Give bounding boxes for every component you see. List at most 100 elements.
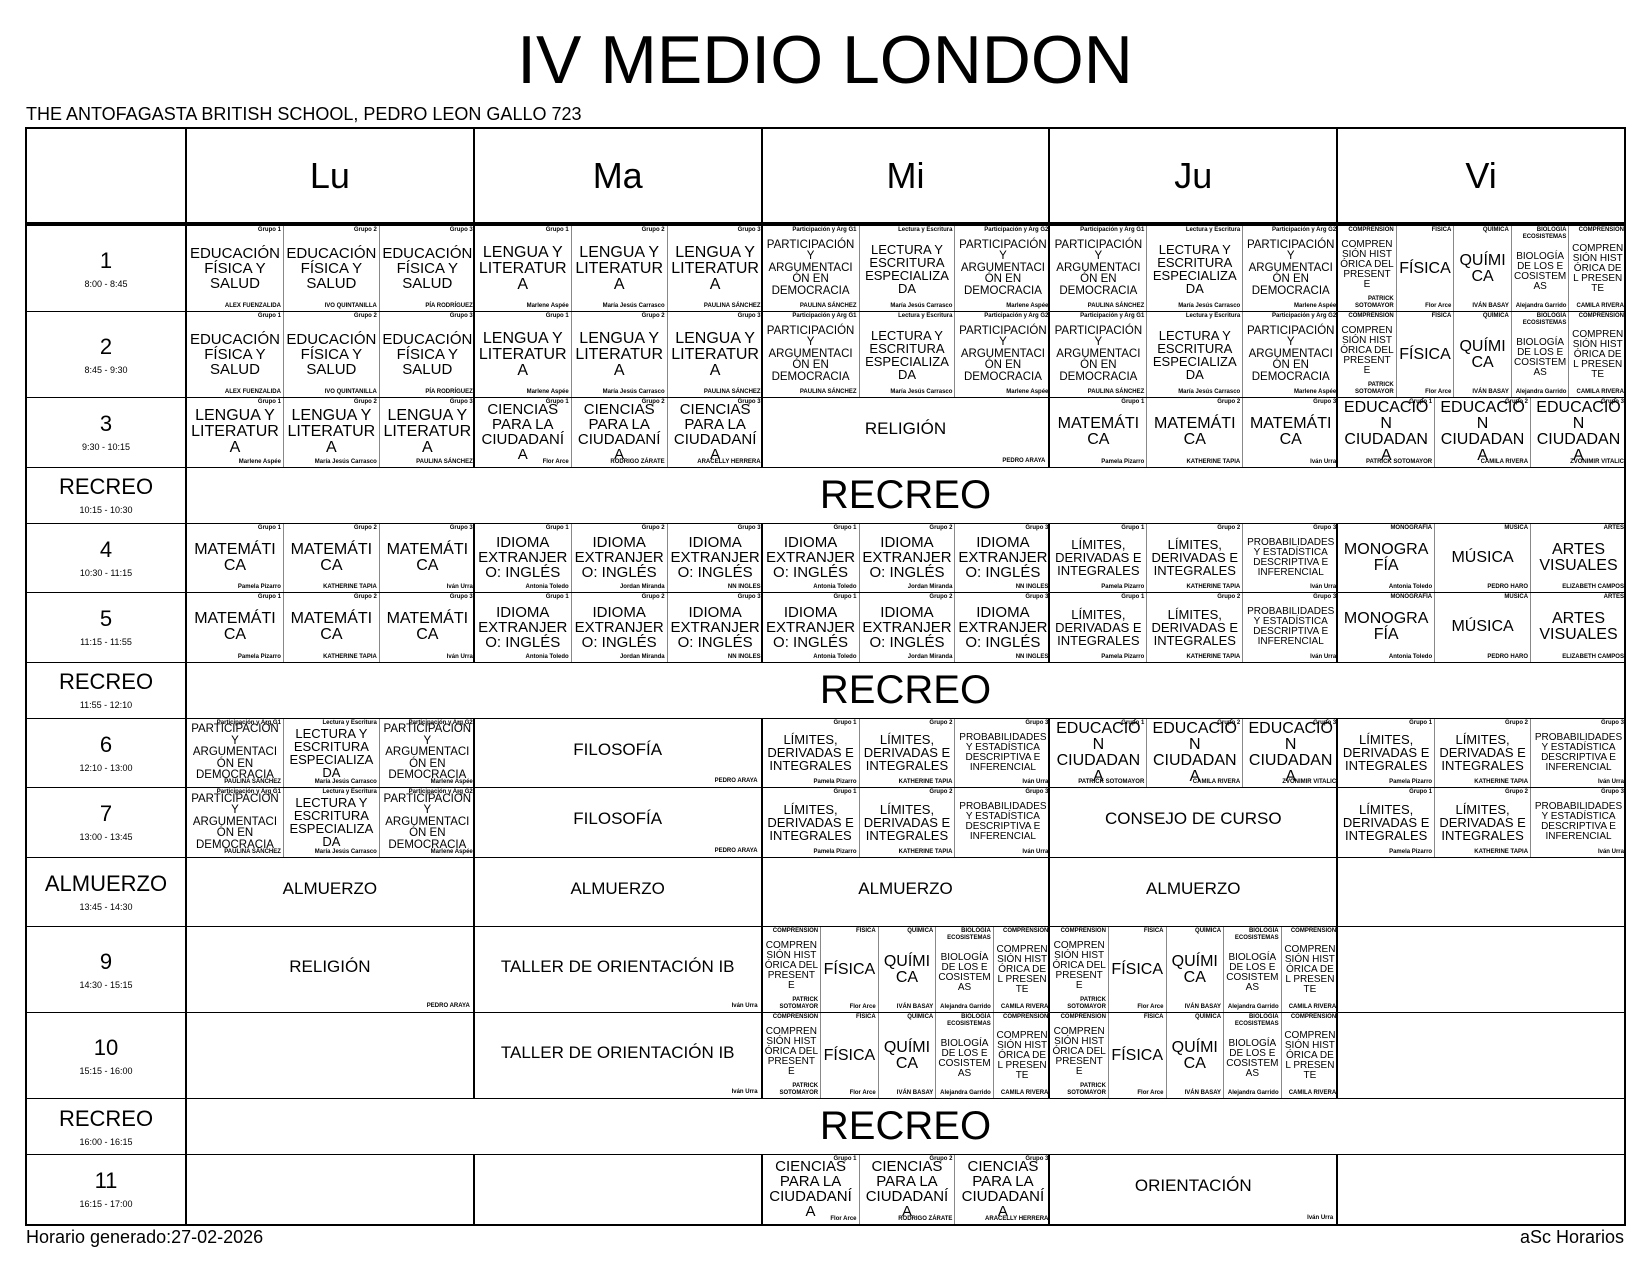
group-lesson[interactable]: Grupo 2 EDUCACIÓN CIUDADANA CAMILA RIVERA: [1146, 718, 1242, 787]
lesson-cell[interactable]: COMPRENSIÓN COMPRENSIÓN HISTÓRICA DEL PRE…: [1336, 225, 1624, 311]
group-lesson[interactable]: BIOLOGÍA ECOSISTEMAS BIOLOGÍA DE LOS ECOS…: [1510, 226, 1569, 311]
lesson-cell[interactable]: COMPRENSIÓN COMPRENSIÓN HISTÓRICA DEL PRE…: [1048, 926, 1337, 1012]
group-lesson[interactable]: FÍSICA FÍSICA Flor Arce: [820, 1013, 878, 1098]
group-lesson[interactable]: Grupo 1 EDUCACIÓN FÍSICA Y SALUD ALEX FUEN…: [187, 312, 283, 397]
group-lesson[interactable]: ARTES ARTES VISUALES ELIZABETH CAMPOS: [1530, 523, 1624, 592]
lesson-cell[interactable]: Participación y Arg G1 PARTICIPACIÓN Y AR…: [185, 717, 473, 788]
group-lesson[interactable]: BIOLOGÍA ECOSISTEMAS BIOLOGÍA DE LOS ECOS…: [1223, 927, 1281, 1012]
lesson-cell[interactable]: Grupo 1 LÍMITES, DERIVADAS E INTEGRALES Pa…: [760, 717, 1049, 788]
lesson-cell[interactable]: Grupo 1 LENGUA Y LITERATURA Marlene Aspée G…: [472, 311, 761, 397]
group-lesson[interactable]: Lectura y Escritura LECTURA Y ESCRITURA E…: [282, 788, 379, 857]
lesson-cell[interactable]: Grupo 1 MATEMÁTICA Pamela Pizarro Grupo 2 MA…: [1048, 397, 1337, 467]
lesson-cell[interactable]: Grupo 1 MATEMÁTICA Pamela Pizarro Grupo 2 MA…: [185, 592, 473, 662]
group-lesson[interactable]: COMPRENSIÓN COMPRENSIÓN HISTÓRICA DEL PRE…: [1568, 312, 1624, 397]
group-lesson[interactable]: Grupo 2 LENGUA Y LITERATURA María Jesús Ca…: [282, 398, 379, 467]
lesson-cell[interactable]: Grupo 1 LÍMITES, DERIVADAS E INTEGRALES Pa…: [1048, 522, 1337, 593]
group-lesson[interactable]: Grupo 2 IDIOMA EXTRANJERO: INGLÉS Jordan M…: [570, 593, 667, 662]
group-lesson[interactable]: Grupo 1 EDUCACIÓN CIUDADANA PATRICK SOTOMA…: [1050, 719, 1146, 788]
group-lesson[interactable]: Grupo 1 LÍMITES, DERIVADAS E INTEGRALES Pa…: [1050, 593, 1146, 662]
lesson-cell[interactable]: Grupo 1 LÍMITES, DERIVADAS E INTEGRALES Pa…: [1336, 717, 1624, 787]
group-lesson[interactable]: Grupo 3 PROBABILIDADES Y ESTADÍSTICA DESC…: [1242, 523, 1336, 592]
group-lesson[interactable]: Lectura y Escritura LECTURA Y ESCRITURA E…: [282, 718, 379, 787]
group-lesson[interactable]: Grupo 3 CIENCIAS PARA LA CIUDADANÍA ARACEL…: [666, 398, 761, 467]
group-lesson[interactable]: Grupo 2 LÍMITES, DERIVADAS E INTEGRALES KA…: [858, 788, 955, 857]
lesson-cell[interactable]: Grupo 1 IDIOMA EXTRANJERO: INGLÉS Antonia …: [760, 592, 1049, 662]
group-lesson[interactable]: FÍSICA FÍSICA Flor Arce: [1107, 927, 1166, 1012]
group-lesson[interactable]: Grupo 3 LENGUA Y LITERATURA PAULINA SÁNCHE…: [666, 312, 761, 397]
group-lesson[interactable]: COMPRENSIÓN COMPRENSIÓN HISTÓRICA DEL PRE…: [1050, 1013, 1108, 1098]
group-lesson[interactable]: Grupo 2 LÍMITES, DERIVADAS E INTEGRALES KA…: [1434, 718, 1530, 787]
group-lesson[interactable]: Grupo 1 LÍMITES, DERIVADAS E INTEGRALES Pa…: [763, 719, 859, 788]
group-lesson[interactable]: Participación y Arg G1 PARTICIPACIÓN Y AR…: [763, 226, 859, 311]
group-lesson[interactable]: QUÍMICA QUÍMICA IVÁN BASAY: [1453, 226, 1511, 311]
group-lesson[interactable]: Participación y Arg G1 PARTICIPACIÓN Y AR…: [187, 719, 283, 788]
group-lesson[interactable]: FÍSICA FÍSICA Flor Arce: [1395, 226, 1454, 311]
group-lesson[interactable]: FÍSICA FÍSICA Flor Arce: [820, 927, 878, 1012]
group-lesson[interactable]: Grupo 1 LÍMITES, DERIVADAS E INTEGRALES Pa…: [1050, 524, 1146, 593]
group-lesson[interactable]: Participación y Arg G2 PARTICIPACIÓN Y AR…: [954, 226, 1048, 311]
group-lesson[interactable]: BIOLOGÍA ECOSISTEMAS BIOLOGÍA DE LOS ECOS…: [935, 927, 993, 1012]
group-lesson[interactable]: Grupo 1 IDIOMA EXTRANJERO: INGLÉS Antonia …: [763, 593, 859, 662]
lesson-cell[interactable]: Grupo 1 EDUCACIÓN FÍSICA Y SALUD ALEX FUEN…: [185, 225, 473, 311]
group-lesson[interactable]: Participación y Arg G1 PARTICIPACIÓN Y AR…: [187, 788, 283, 857]
lesson-cell[interactable]: CONSEJO DE CURSO: [1048, 787, 1337, 857]
group-lesson[interactable]: COMPRENSIÓN COMPRENSIÓN HISTÓRICA DEL PRE…: [1050, 927, 1108, 1012]
lesson-cell[interactable]: ORIENTACIÓN Iván Urra: [1048, 1154, 1337, 1224]
lesson-cell[interactable]: Grupo 1 LÍMITES, DERIVADAS E INTEGRALES Pa…: [1336, 787, 1624, 857]
group-lesson[interactable]: COMPRENSIÓN COMPRENSIÓN HISTÓRICA DEL PRE…: [1280, 1013, 1337, 1098]
group-lesson[interactable]: Grupo 2 IDIOMA EXTRANJERO: INGLÉS Jordan M…: [858, 523, 955, 592]
lesson-cell[interactable]: Grupo 1 IDIOMA EXTRANJERO: INGLÉS Antonia …: [760, 522, 1049, 592]
group-lesson[interactable]: Grupo 1 MATEMÁTICA Pamela Pizarro: [187, 524, 283, 593]
group-lesson[interactable]: BIOLOGÍA ECOSISTEMAS BIOLOGÍA DE LOS ECOS…: [935, 1013, 993, 1098]
group-lesson[interactable]: Participación y Arg G2 PARTICIPACIÓN Y AR…: [1242, 312, 1336, 397]
group-lesson[interactable]: COMPRENSIÓN COMPRENSIÓN HISTÓRICA DEL PRE…: [1338, 226, 1396, 311]
lesson-cell[interactable]: Grupo 1 CIENCIAS PARA LA CIUDADANÍA Flor A…: [760, 1154, 1049, 1224]
group-lesson[interactable]: Grupo 3 EDUCACIÓN FÍSICA Y SALUD PÍA RODRÍ…: [378, 312, 473, 397]
group-lesson[interactable]: Grupo 2 LÍMITES, DERIVADAS E INTEGRALES KA…: [858, 718, 955, 787]
lesson-cell[interactable]: FILOSOFÍA PEDRO ARAYA: [472, 717, 761, 787]
group-lesson[interactable]: Lectura y Escritura LECTURA Y ESCRITURA E…: [858, 226, 955, 311]
group-lesson[interactable]: Grupo 1 LENGUA Y LITERATURA Marlene Aspée: [187, 398, 283, 467]
lesson-cell[interactable]: MONOGRAFÍA MONOGRAFÍA Antonia Toledo MÚSICA…: [1336, 592, 1624, 662]
group-lesson[interactable]: QUÍMICA QUÍMICA IVÁN BASAY: [877, 1013, 936, 1098]
group-lesson[interactable]: Grupo 2 LÍMITES, DERIVADAS E INTEGRALES KA…: [1434, 788, 1530, 857]
group-lesson[interactable]: BIOLOGÍA ECOSISTEMAS BIOLOGÍA DE LOS ECOS…: [1510, 312, 1569, 397]
group-lesson[interactable]: QUÍMICA QUÍMICA IVÁN BASAY: [1165, 1013, 1224, 1098]
lesson-cell[interactable]: Participación y Arg G1 PARTICIPACIÓN Y AR…: [185, 787, 473, 857]
group-lesson[interactable]: BIOLOGÍA ECOSISTEMAS BIOLOGÍA DE LOS ECOS…: [1223, 1013, 1281, 1098]
group-lesson[interactable]: Grupo 3 PROBABILIDADES Y ESTADÍSTICA DESC…: [1242, 593, 1336, 662]
group-lesson[interactable]: FÍSICA FÍSICA Flor Arce: [1107, 1013, 1166, 1098]
lesson-cell[interactable]: Participación y Arg G1 PARTICIPACIÓN Y AR…: [1048, 225, 1337, 311]
group-lesson[interactable]: Grupo 2 LÍMITES, DERIVADAS E INTEGRALES KA…: [1146, 593, 1242, 662]
lesson-cell[interactable]: ALMUERZO: [760, 856, 1049, 926]
lesson-cell[interactable]: ALMUERZO: [472, 856, 761, 926]
lesson-cell[interactable]: Grupo 1 MATEMÁTICA Pamela Pizarro Grupo 2 MA…: [185, 522, 473, 593]
lesson-cell[interactable]: COMPRENSIÓN COMPRENSIÓN HISTÓRICA DEL PRE…: [1048, 1012, 1337, 1098]
group-lesson[interactable]: Grupo 3 EDUCACIÓN CIUDADANA ZVONIMIR VITAL…: [1242, 718, 1336, 787]
group-lesson[interactable]: Participación y Arg G2 PARTICIPACIÓN Y AR…: [1242, 226, 1336, 311]
lesson-cell[interactable]: MONOGRAFÍA MONOGRAFÍA Antonia Toledo MÚSICA…: [1336, 522, 1624, 592]
group-lesson[interactable]: Lectura y Escritura LECTURA Y ESCRITURA E…: [1146, 312, 1242, 397]
group-lesson[interactable]: Grupo 1 MATEMÁTICA Pamela Pizarro: [1050, 398, 1146, 467]
group-lesson[interactable]: Lectura y Escritura LECTURA Y ESCRITURA E…: [858, 312, 955, 397]
group-lesson[interactable]: MÚSICA MÚSICA PEDRO HARO: [1434, 593, 1530, 662]
group-lesson[interactable]: Grupo 3 EDUCACIÓN FÍSICA Y SALUD PÍA RODRÍ…: [378, 226, 473, 311]
group-lesson[interactable]: Participación y Arg G1 PARTICIPACIÓN Y AR…: [1050, 226, 1146, 311]
group-lesson[interactable]: Grupo 3 CIENCIAS PARA LA CIUDADANÍA ARACEL…: [954, 1155, 1048, 1224]
group-lesson[interactable]: Grupo 2 EDUCACIÓN CIUDADANA CAMILA RIVERA: [1434, 398, 1530, 467]
group-lesson[interactable]: COMPRENSIÓN COMPRENSIÓN HISTÓRICA DEL PRE…: [992, 1013, 1049, 1098]
group-lesson[interactable]: Lectura y Escritura LECTURA Y ESCRITURA E…: [1146, 226, 1242, 311]
group-lesson[interactable]: MÚSICA MÚSICA PEDRO HARO: [1434, 523, 1530, 592]
group-lesson[interactable]: Grupo 1 CIENCIAS PARA LA CIUDADANÍA Flor A…: [763, 1155, 859, 1224]
group-lesson[interactable]: Grupo 1 IDIOMA EXTRANJERO: INGLÉS Antonia …: [475, 593, 571, 662]
group-lesson[interactable]: Participación y Arg G1 PARTICIPACIÓN Y AR…: [1050, 312, 1146, 397]
group-lesson[interactable]: Participación y Arg G1 PARTICIPACIÓN Y AR…: [763, 312, 859, 397]
group-lesson[interactable]: Grupo 3 PROBABILIDADES Y ESTADÍSTICA DESC…: [954, 788, 1048, 857]
group-lesson[interactable]: Grupo 2 MATEMÁTICA KATHERINE TAPIA: [282, 523, 379, 592]
group-lesson[interactable]: COMPRENSIÓN COMPRENSIÓN HISTÓRICA DEL PRE…: [1280, 927, 1337, 1012]
lesson-cell[interactable]: Participación y Arg G1 PARTICIPACIÓN Y AR…: [760, 225, 1049, 311]
lesson-cell[interactable]: ALMUERZO: [185, 856, 473, 926]
group-lesson[interactable]: Grupo 3 IDIOMA EXTRANJERO: INGLÉS NN INGLE…: [954, 523, 1048, 592]
group-lesson[interactable]: FÍSICA FÍSICA Flor Arce: [1395, 312, 1454, 397]
lesson-cell[interactable]: ALMUERZO: [1048, 856, 1337, 926]
